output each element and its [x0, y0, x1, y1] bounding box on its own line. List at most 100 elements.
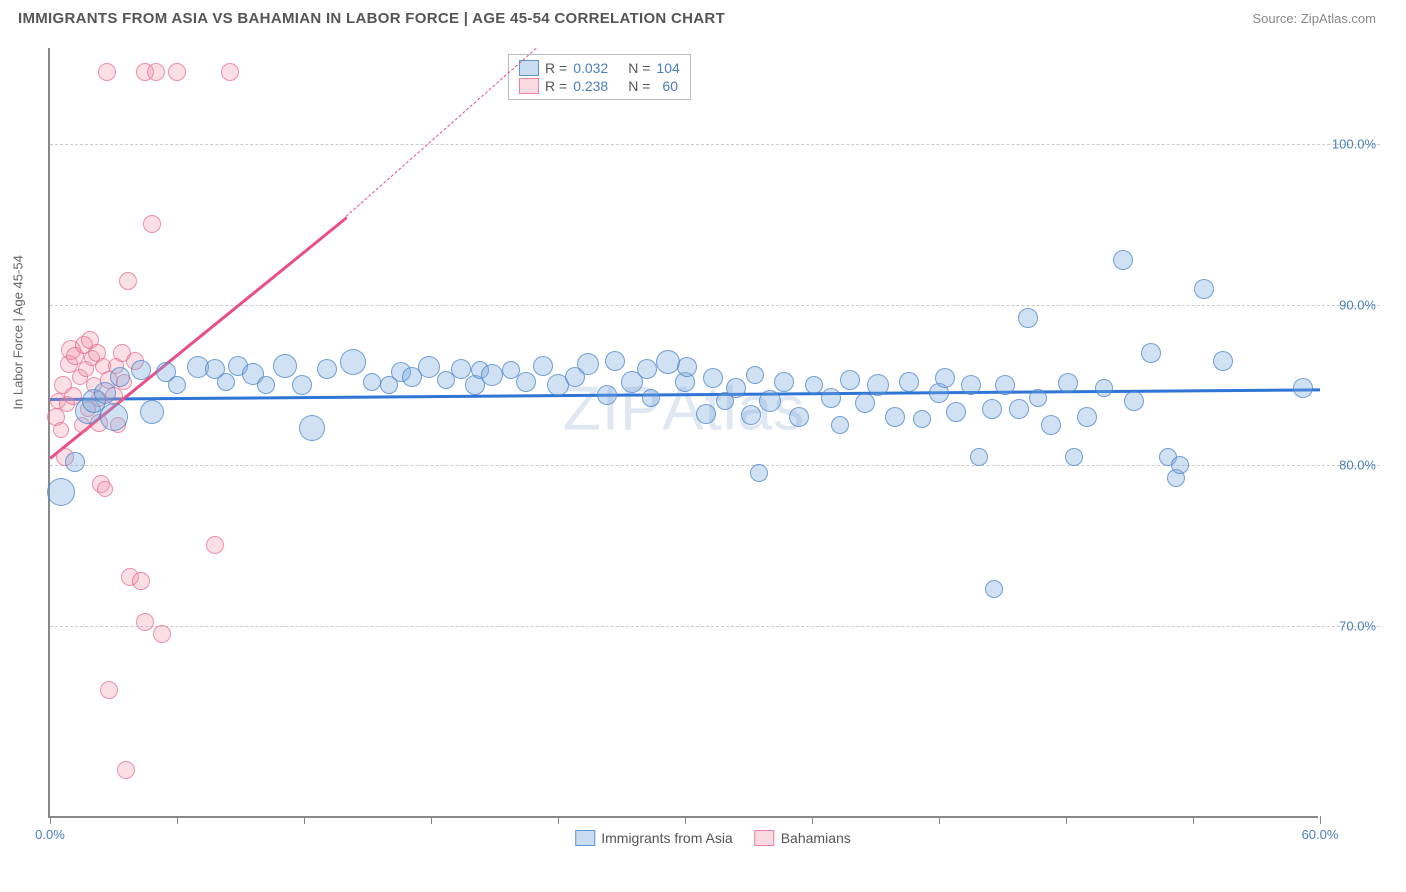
- stats-legend: R = 0.032 N = 104 R = 0.238 N = 60: [508, 54, 691, 100]
- data-point: [1171, 456, 1189, 474]
- x-tick: [1066, 816, 1067, 824]
- data-point: [1029, 389, 1047, 407]
- data-point: [985, 580, 1003, 598]
- y-tick-label: 80.0%: [1339, 458, 1376, 473]
- data-point: [703, 368, 723, 388]
- data-point: [885, 407, 905, 427]
- series-legend: Immigrants from Asia Bahamians: [575, 830, 851, 846]
- x-tick: [50, 816, 51, 824]
- data-point: [1213, 351, 1233, 371]
- data-point: [217, 373, 235, 391]
- swatch-blue: [575, 830, 595, 846]
- data-point: [221, 63, 239, 81]
- data-point: [1041, 415, 1061, 435]
- data-point: [821, 388, 841, 408]
- data-point: [98, 63, 116, 81]
- data-point: [119, 272, 137, 290]
- data-point: [100, 403, 128, 431]
- legend-row-blue: R = 0.032 N = 104: [519, 59, 680, 77]
- source-attribution: Source: ZipAtlas.com: [1252, 11, 1376, 26]
- data-point: [94, 382, 116, 404]
- x-tick: [812, 816, 813, 824]
- data-point: [451, 359, 471, 379]
- data-point: [995, 375, 1015, 395]
- legend-item-pink: Bahamians: [755, 830, 851, 846]
- data-point: [805, 376, 823, 394]
- data-point: [970, 448, 988, 466]
- data-point: [516, 372, 536, 392]
- data-point: [750, 464, 768, 482]
- x-tick: [177, 816, 178, 824]
- data-point: [153, 625, 171, 643]
- data-point: [831, 416, 849, 434]
- data-point: [867, 374, 889, 396]
- x-tick: [431, 816, 432, 824]
- data-point: [206, 536, 224, 554]
- plot-area: ZIPAtlas R = 0.032 N = 104 R = 0.238 N =…: [48, 48, 1318, 818]
- data-point: [577, 353, 599, 375]
- data-point: [168, 63, 186, 81]
- data-point: [147, 63, 165, 81]
- trendline: [346, 48, 537, 217]
- data-point: [65, 452, 85, 472]
- data-point: [117, 761, 135, 779]
- data-point: [741, 405, 761, 425]
- x-tick: [304, 816, 305, 824]
- legend-row-pink: R = 0.238 N = 60: [519, 77, 680, 95]
- data-point: [1095, 379, 1113, 397]
- data-point: [299, 415, 325, 441]
- data-point: [47, 478, 75, 506]
- data-point: [273, 354, 297, 378]
- data-point: [789, 407, 809, 427]
- y-axis-title: In Labor Force | Age 45-54: [11, 255, 26, 409]
- data-point: [1009, 399, 1029, 419]
- data-point: [774, 372, 794, 392]
- data-point: [340, 349, 366, 375]
- data-point: [961, 375, 981, 395]
- data-point: [677, 357, 697, 377]
- data-point: [855, 393, 875, 413]
- x-tick: [558, 816, 559, 824]
- data-point: [696, 404, 716, 424]
- swatch-blue: [519, 60, 539, 76]
- gridline: [50, 626, 1380, 627]
- data-point: [637, 359, 657, 379]
- gridline: [50, 305, 1380, 306]
- data-point: [140, 400, 164, 424]
- data-point: [1141, 343, 1161, 363]
- data-point: [136, 613, 154, 631]
- data-point: [1113, 250, 1133, 270]
- data-point: [317, 359, 337, 379]
- data-point: [746, 366, 764, 384]
- data-point: [656, 350, 680, 374]
- data-point: [418, 356, 440, 378]
- data-point: [982, 399, 1002, 419]
- data-point: [168, 376, 186, 394]
- y-tick-label: 100.0%: [1332, 137, 1376, 152]
- legend-item-blue: Immigrants from Asia: [575, 830, 732, 846]
- gridline: [50, 144, 1380, 145]
- y-tick-label: 70.0%: [1339, 618, 1376, 633]
- data-point: [257, 376, 275, 394]
- data-point: [363, 373, 381, 391]
- swatch-pink: [755, 830, 775, 846]
- data-point: [642, 389, 660, 407]
- data-point: [1124, 391, 1144, 411]
- data-point: [1293, 378, 1313, 398]
- x-tick-label: 60.0%: [1302, 827, 1339, 842]
- data-point: [1194, 279, 1214, 299]
- chart-container: In Labor Force | Age 45-54 ZIPAtlas R = …: [48, 48, 1378, 818]
- data-point: [97, 481, 113, 497]
- data-point: [292, 375, 312, 395]
- chart-title: IMMIGRANTS FROM ASIA VS BAHAMIAN IN LABO…: [18, 10, 725, 27]
- x-tick: [1320, 816, 1321, 824]
- data-point: [1018, 308, 1038, 328]
- data-point: [726, 378, 746, 398]
- data-point: [840, 370, 860, 390]
- data-point: [1077, 407, 1097, 427]
- data-point: [100, 681, 118, 699]
- swatch-pink: [519, 78, 539, 94]
- y-tick-label: 90.0%: [1339, 297, 1376, 312]
- data-point: [1065, 448, 1083, 466]
- data-point: [913, 410, 931, 428]
